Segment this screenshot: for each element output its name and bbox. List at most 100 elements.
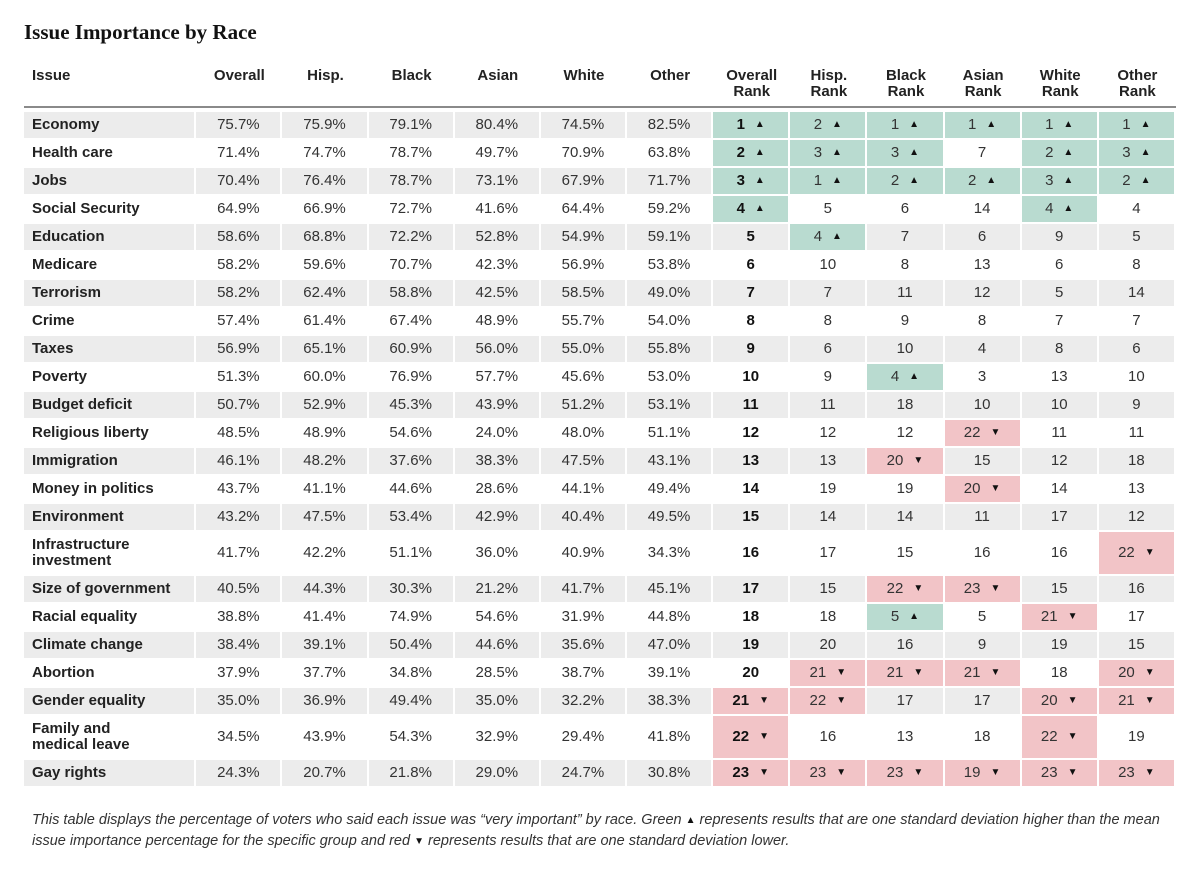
rank-cell-hisp: 5 [790,196,868,224]
rank-value: 8 [977,312,987,329]
rank-value: 8 [1132,256,1141,273]
issue-cell: Taxes [24,336,197,364]
table-title: Issue Importance by Race [24,20,257,44]
pct-cell-white: 32.2% [540,688,627,716]
pct-cell-black: 60.9% [368,336,455,364]
rank-value: 10 [973,396,991,413]
rank-cell-hisp: 4 ▲ [790,224,868,252]
rank-cell-overall: 8 [713,308,791,336]
pct-cell-white: 51.2% [540,392,627,420]
rank-cell-white: 16 [1021,532,1099,576]
rank-cell-other: 15 [1098,632,1176,660]
pct-cell-black: 76.9% [368,364,455,392]
rank-cell-black: 3 ▲ [867,140,945,168]
pct-cell-asian: 42.9% [454,504,541,532]
rank-value: 16 [1128,580,1145,597]
pct-cell-overall: 71.4% [196,140,283,168]
pct-cell-overall: 35.0% [196,688,283,716]
rank-value: 11 [820,396,836,413]
rank-value: 14 [973,200,991,217]
rank-value: 11 [1051,424,1067,441]
rank-value: 10 [1128,368,1145,385]
header-other-rank: Other Rank [1098,60,1176,108]
pct-cell-white: 41.7% [540,576,627,604]
rank-cell-overall: 22 ▼ [713,716,791,760]
rank-value: 17 [1050,508,1068,525]
pct-cell-overall: 38.8% [196,604,283,632]
rank-value: 12 [896,424,914,441]
triangle-down-icon: ▼ [913,455,924,466]
rank-value: 2 [1045,144,1054,161]
rank-cell-asian: 6 [944,224,1022,252]
table-row: Religious liberty 48.5% 48.9% 54.6% 24.0% 48.… [24,420,1176,448]
triangle-down-icon: ▼ [913,667,924,678]
rank-value: 4 [977,340,987,357]
pct-cell-hisp: 20.7% [282,760,369,788]
pct-cell-black: 78.7% [368,168,455,196]
rank-value: 12 [973,284,991,301]
rank-value: 13 [1050,368,1068,385]
rank-value: 6 [1055,256,1064,273]
rank-cell-asian: 13 [944,252,1022,280]
triangle-down-icon: ▼ [414,836,424,847]
pct-cell-other: 54.0% [627,308,714,336]
triangle-down-icon: ▼ [913,583,924,594]
table-row: Money in politics 43.7% 41.1% 44.6% 28.6% 44.… [24,476,1176,504]
rank-cell-white: 7 [1021,308,1099,336]
issue-cell: Crime [24,308,197,336]
rank-cell-white: 21 ▼ [1021,604,1099,632]
triangle-up-icon: ▲ [909,611,920,622]
rank-cell-overall: 4 ▲ [713,196,791,224]
rank-cell-asian: 7 [944,140,1022,168]
rank-cell-hisp: 12 [790,420,868,448]
rank-value: 15 [742,508,760,525]
header-line: Other [1117,67,1158,84]
rank-value: 23 [963,580,981,597]
rank-cell-asian: 4 [944,336,1022,364]
rank-value: 8 [1055,340,1064,357]
pct-cell-other: 49.0% [627,280,714,308]
rank-cell-asian: 19 ▼ [944,760,1022,788]
rank-cell-white: 13 [1021,364,1099,392]
pct-cell-asian: 35.0% [454,688,541,716]
rank-value: 22 [963,424,981,441]
triangle-up-icon: ▲ [1140,175,1151,186]
rank-cell-white: 18 [1021,660,1099,688]
pct-cell-white: 48.0% [540,420,627,448]
rank-value: 5 [890,608,900,625]
triangle-up-icon: ▲ [754,147,765,158]
pct-cell-black: 67.4% [368,308,455,336]
rank-value: 4 [1132,200,1141,217]
rank-cell-other: 18 [1098,448,1176,476]
pct-cell-hisp: 41.1% [282,476,369,504]
rank-value: 23 [886,764,904,781]
rank-cell-other: 11 [1098,420,1176,448]
rank-value: 16 [819,728,837,745]
triangle-down-icon: ▼ [759,767,769,778]
rank-cell-other: 8 [1098,252,1176,280]
footnote-text: represents results that are one standard… [32,812,1160,849]
rank-value: 20 [742,664,760,681]
rank-value: 11 [742,396,759,413]
rank-cell-white: 11 [1021,420,1099,448]
rank-cell-asian: 17 [944,688,1022,716]
table-row: Abortion 37.9% 37.7% 34.8% 28.5% 38.7% 39.1% 20… [24,660,1176,688]
rank-cell-hisp: 23 ▼ [790,760,868,788]
rank-value: 11 [1128,424,1145,441]
pct-cell-white: 58.5% [540,280,627,308]
header-white: White [540,60,627,108]
rank-cell-other: 1 ▲ [1098,112,1176,140]
rank-cell-white: 3 ▲ [1021,168,1099,196]
rank-value: 17 [973,692,991,709]
issue-cell: Gay rights [24,760,197,788]
table-row: Health care 71.4% 74.7% 78.7% 49.7% 70.9% 63.8… [24,140,1176,168]
rank-value: 16 [742,544,760,561]
triangle-up-icon: ▲ [1063,147,1074,158]
rank-cell-black: 16 [867,632,945,660]
pct-cell-asian: 28.5% [454,660,541,688]
triangle-down-icon: ▼ [1144,667,1155,678]
pct-cell-other: 39.1% [627,660,714,688]
rank-value: 5 [1132,228,1141,245]
rank-value: 10 [819,256,837,273]
rank-value: 2 [736,144,745,161]
